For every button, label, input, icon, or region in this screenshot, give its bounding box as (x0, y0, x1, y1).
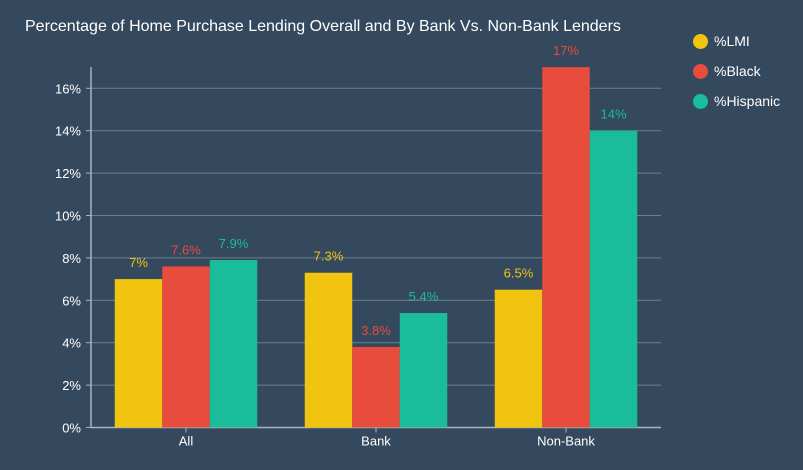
legend-item[interactable]: %LMI (693, 26, 780, 56)
bar-black-bank (352, 346, 400, 428)
data-label: 3.8% (361, 323, 391, 338)
bar-black-non-bank (542, 67, 590, 428)
bar-black-all (162, 266, 210, 428)
y-tick-label: 16% (55, 81, 81, 96)
data-label: 5.4% (409, 289, 439, 304)
legend-swatch (693, 33, 708, 49)
y-tick-label: 6% (62, 293, 81, 308)
y-tick-label: 8% (62, 251, 81, 266)
bar-lmi-non-bank (494, 289, 543, 428)
legend-label: %LMI (714, 33, 750, 49)
data-label: 7.9% (219, 236, 249, 251)
bar-lmi-all (114, 279, 163, 428)
x-tick-label: Bank (361, 434, 391, 449)
chart-title: Percentage of Home Purchase Lending Over… (25, 18, 621, 35)
y-tick-label: 0% (62, 421, 81, 436)
data-label: 7.3% (314, 249, 344, 264)
y-tick-label: 14% (55, 124, 81, 139)
legend: %LMI %Black %Hispanic (693, 26, 780, 116)
bar-lmi-bank (304, 272, 353, 428)
data-label: 6.5% (504, 266, 534, 281)
y-tick-label: 4% (62, 336, 81, 351)
data-label: 7% (129, 255, 148, 270)
bar-hispanic-non-bank (589, 130, 638, 428)
legend-label: %Hispanic (714, 93, 781, 109)
legend-swatch (693, 63, 708, 79)
y-tick-label: 10% (55, 209, 81, 224)
data-label: 17% (553, 43, 579, 58)
bar-hispanic-all (209, 260, 258, 428)
legend-item[interactable]: %Black (693, 56, 780, 86)
bar-hispanic-bank (399, 313, 448, 428)
data-label: 7.6% (171, 242, 201, 257)
x-tick-label: Non-Bank (537, 434, 595, 449)
legend-swatch (693, 93, 708, 109)
y-tick-label: 12% (55, 166, 81, 181)
legend-label: %Black (714, 63, 761, 79)
y-tick-label: 2% (62, 378, 81, 393)
x-tick-label: All (179, 434, 194, 449)
legend-item[interactable]: %Hispanic (693, 86, 780, 116)
data-label: 14% (600, 107, 626, 122)
